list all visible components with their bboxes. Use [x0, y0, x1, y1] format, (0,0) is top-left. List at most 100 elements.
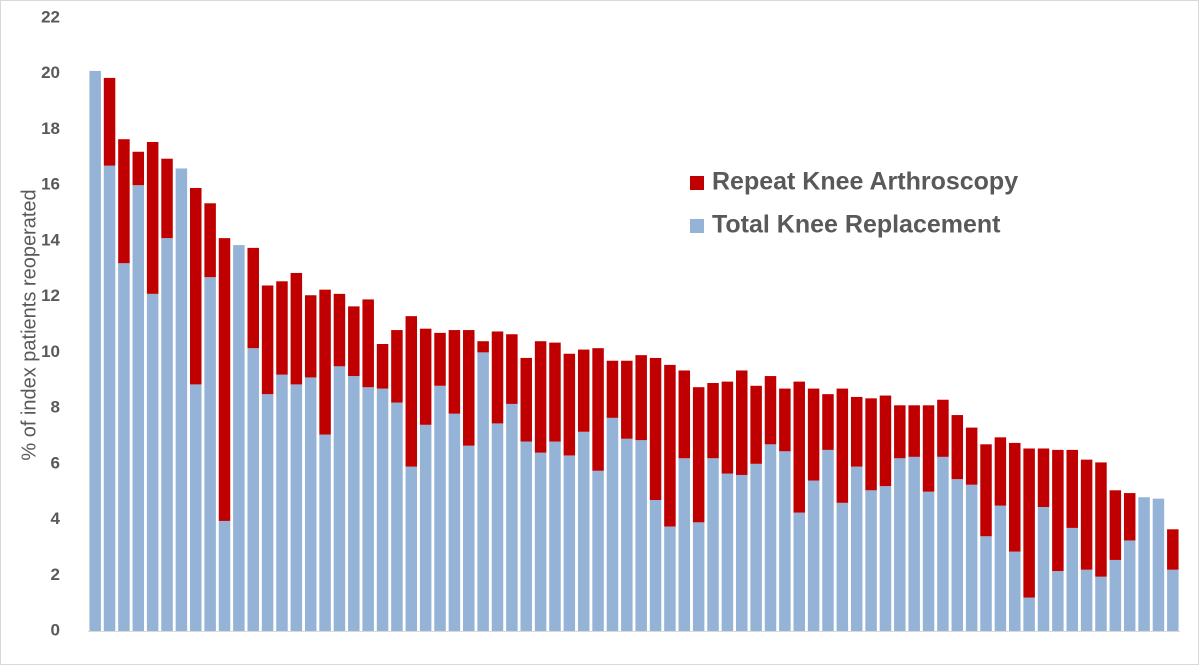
bar-segment [1080, 459, 1093, 570]
bar-segment [577, 431, 590, 631]
bar-segment [276, 374, 288, 631]
bar-segment [434, 332, 446, 386]
y-tick-label: 4 [51, 509, 61, 528]
bar-segment [204, 203, 216, 278]
bar-segment [1066, 527, 1078, 631]
bar-segment [261, 394, 274, 631]
bar-segment [750, 463, 762, 631]
bar-segment [793, 512, 805, 631]
bar-segment [1009, 551, 1021, 631]
y-tick-label: 22 [41, 7, 60, 26]
bar-segment [477, 352, 489, 631]
legend-swatch [690, 176, 704, 190]
bar-segment [563, 455, 576, 631]
bar-segment [1123, 493, 1136, 541]
bar-segment [463, 330, 475, 446]
bar-segment [908, 405, 920, 457]
bar-segment [118, 263, 130, 631]
y-tick-label: 12 [41, 286, 60, 305]
bar-segment [233, 245, 245, 632]
bar-segment [103, 77, 116, 166]
bar-segment [937, 456, 949, 631]
bar-segment [362, 299, 374, 388]
bar-segment [721, 473, 734, 631]
bar-segment [391, 330, 403, 403]
bar-segment [218, 238, 231, 521]
y-tick-label: 2 [51, 565, 60, 584]
bar-segment [1123, 540, 1136, 631]
bar-segment [103, 165, 116, 631]
bar-segment [190, 187, 202, 385]
bar-segment [1167, 569, 1179, 631]
bar-segment [491, 331, 504, 424]
bar-segment [391, 402, 403, 631]
legend-swatch [690, 219, 704, 233]
bar-segment [132, 185, 145, 631]
bar-segment [520, 441, 532, 631]
y-axis-label: % of index patients reoperated [18, 189, 40, 460]
bar-segment [247, 348, 259, 631]
bar-segment [290, 272, 303, 385]
bar-segment [965, 484, 978, 631]
bar-segment [865, 398, 877, 491]
bar-segment [405, 316, 418, 467]
bar-segment [894, 458, 906, 631]
y-tick-label: 0 [51, 620, 60, 639]
bar-segment [1052, 449, 1064, 572]
bar-segment [678, 370, 691, 459]
bar-segment [333, 293, 346, 367]
legend-label: Repeat Knee Arthroscopy [712, 168, 1018, 196]
bar-segment [161, 158, 173, 239]
bar-segment [621, 360, 633, 439]
bar-segment [376, 388, 389, 631]
bar-segment [549, 342, 561, 442]
bar-segment [621, 438, 633, 631]
legend-label: Total Knee Replacement [712, 211, 1001, 239]
bar-segment [491, 423, 504, 631]
bar-segment [1066, 449, 1078, 528]
bar-segment [477, 341, 489, 353]
bar-segment [506, 403, 518, 631]
bar-segment [894, 405, 906, 459]
bar-segment [448, 330, 461, 414]
bar-segment [146, 293, 159, 631]
bar-segment [348, 376, 360, 631]
bar-segment [1023, 448, 1035, 598]
bar-segment [434, 385, 446, 631]
bar-segment [549, 441, 561, 631]
bar-segment [980, 536, 992, 631]
bar-segment [707, 383, 719, 459]
bar-segment [1095, 462, 1107, 577]
bar-segment [951, 415, 964, 480]
bar-segment [1167, 529, 1179, 570]
bar-segment [1023, 597, 1035, 631]
bar-segment [304, 377, 317, 631]
bar-segment [1009, 442, 1021, 552]
bar-segment [836, 388, 849, 503]
bar-segment [692, 387, 705, 523]
bar-segment [922, 405, 935, 492]
bar-segment [965, 427, 978, 485]
bar-segment [175, 168, 188, 632]
bar-segment [419, 328, 432, 425]
bar-segment [204, 277, 216, 631]
y-tick-label: 8 [51, 398, 60, 417]
bar-segment [865, 490, 877, 631]
bar-segment [448, 413, 461, 631]
bar-segment [807, 388, 820, 481]
bar-segment [994, 505, 1007, 631]
bar-segment [793, 381, 805, 513]
bar-segment [319, 289, 331, 435]
bar-segment [721, 381, 734, 474]
bar-segment [1037, 448, 1050, 508]
bar-segment [218, 520, 231, 631]
bar-segment [1080, 569, 1093, 631]
bar-segment [649, 357, 662, 501]
bar-segment [276, 281, 288, 375]
bar-segment [534, 341, 547, 453]
y-tick-label: 6 [51, 453, 60, 472]
bar-segment [247, 247, 259, 349]
bar-segment [1037, 507, 1050, 631]
bar-segment [89, 70, 101, 631]
bar-segment [333, 366, 346, 631]
